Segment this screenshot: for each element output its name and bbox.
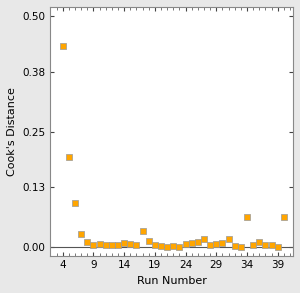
Point xyxy=(152,242,157,247)
X-axis label: Run Number: Run Number xyxy=(137,276,207,286)
Point xyxy=(122,240,127,245)
Point xyxy=(214,241,219,246)
Point xyxy=(146,239,151,243)
Point xyxy=(202,237,206,241)
Point xyxy=(140,228,145,233)
Point xyxy=(110,243,114,248)
Point xyxy=(183,241,188,246)
Point xyxy=(281,215,286,220)
Y-axis label: Cook's Distance: Cook's Distance xyxy=(7,87,17,176)
Point xyxy=(91,243,96,248)
Point xyxy=(251,243,256,248)
Point xyxy=(85,239,90,244)
Point xyxy=(165,245,170,250)
Point xyxy=(220,240,225,245)
Point xyxy=(269,243,274,248)
Point xyxy=(60,44,65,49)
Point xyxy=(97,241,102,246)
Point xyxy=(263,242,268,247)
Point xyxy=(257,239,262,244)
Point xyxy=(116,242,120,247)
Point xyxy=(128,241,133,246)
Point xyxy=(159,244,164,249)
Point xyxy=(226,237,231,241)
Point xyxy=(244,215,249,220)
Point xyxy=(73,201,77,206)
Point xyxy=(103,242,108,247)
Point xyxy=(208,243,213,248)
Point xyxy=(232,244,237,249)
Point xyxy=(79,232,84,237)
Point xyxy=(134,242,139,247)
Point xyxy=(238,245,243,250)
Point xyxy=(171,244,176,249)
Point xyxy=(67,155,71,159)
Point xyxy=(275,245,280,250)
Point xyxy=(189,240,194,245)
Point xyxy=(196,239,200,244)
Point xyxy=(177,245,182,250)
